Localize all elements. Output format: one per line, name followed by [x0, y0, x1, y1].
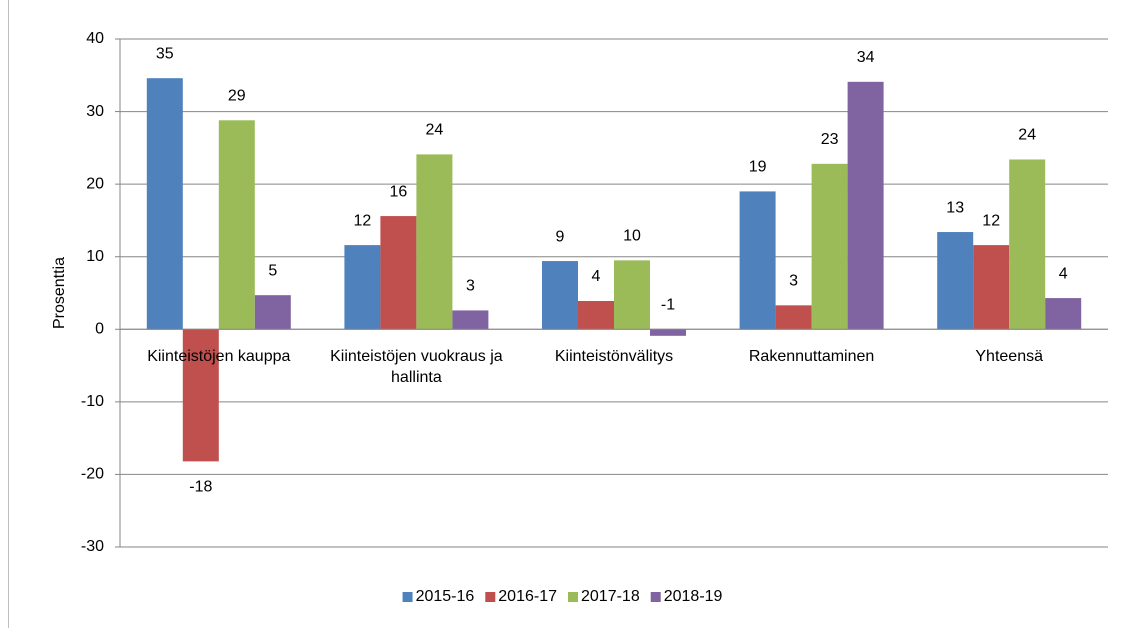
- bar: [847, 81, 884, 330]
- value-label: 23: [821, 131, 839, 148]
- x-tick-label: Kiinteistöjen kauppa: [147, 348, 291, 366]
- x-tick-label: Kiinteistönvälitys: [554, 348, 674, 366]
- value-label: 29: [228, 87, 246, 104]
- bar: [380, 216, 417, 330]
- legend-swatch: [650, 592, 661, 602]
- value-label: 12: [982, 212, 1000, 229]
- bar: [739, 191, 776, 330]
- bar: [1045, 298, 1082, 330]
- bar: [578, 300, 614, 330]
- y-tick-label: 40: [86, 30, 104, 47]
- value-label: 9: [556, 228, 565, 245]
- value-label: 4: [1059, 265, 1068, 282]
- bar: [452, 310, 489, 330]
- bar: [811, 163, 848, 330]
- bar: [218, 120, 255, 330]
- value-label: 3: [466, 278, 475, 295]
- y-tick-label: 20: [86, 175, 104, 192]
- value-label: 3: [789, 273, 798, 290]
- chart-border: [8, 0, 9, 628]
- value-label: 24: [1018, 127, 1036, 144]
- value-label: 24: [426, 122, 444, 139]
- bar: [146, 78, 183, 330]
- y-tick-label: 10: [86, 248, 104, 265]
- legend-label: 2018-19: [664, 588, 723, 605]
- legend-swatch: [485, 592, 496, 602]
- legend-label: 2016-17: [498, 588, 557, 605]
- x-tick-label: Rakennuttaminen: [748, 348, 875, 366]
- bar: [973, 245, 1010, 330]
- x-tick-label: Yhteensä: [975, 348, 1043, 366]
- bar: [182, 329, 219, 462]
- bar: [542, 261, 578, 330]
- value-label: 4: [592, 268, 601, 285]
- value-label: 19: [749, 159, 767, 176]
- bar: [937, 232, 974, 330]
- bar: [650, 329, 686, 336]
- value-label: 16: [390, 183, 408, 200]
- value-label: 5: [268, 262, 277, 279]
- value-label: 10: [623, 228, 641, 245]
- value-label: -18: [189, 479, 212, 496]
- value-label: 13: [946, 199, 964, 216]
- y-tick-label: -30: [81, 538, 104, 555]
- bar: [254, 295, 291, 330]
- y-tick-label: -20: [81, 466, 104, 483]
- legend-label: 2017-18: [581, 588, 640, 605]
- bar: [416, 154, 453, 330]
- bar: [1009, 159, 1046, 330]
- value-label: 35: [156, 45, 174, 62]
- value-label: -1: [661, 297, 675, 314]
- bar: [614, 260, 650, 330]
- x-tick-label: Kiinteistöjen vuokraus ja hallinta: [330, 348, 503, 387]
- bar: [775, 305, 812, 330]
- y-axis-label: Prosenttia: [51, 257, 68, 329]
- legend-swatch: [568, 592, 578, 602]
- legend-label: 2015-16: [416, 588, 475, 605]
- value-label: 12: [354, 212, 372, 229]
- y-tick-label: 30: [86, 103, 104, 120]
- legend-swatch: [402, 592, 413, 602]
- bar: [344, 245, 381, 330]
- y-tick-label: 0: [95, 321, 104, 338]
- value-label: 34: [857, 49, 875, 66]
- y-tick-label: -10: [81, 393, 104, 410]
